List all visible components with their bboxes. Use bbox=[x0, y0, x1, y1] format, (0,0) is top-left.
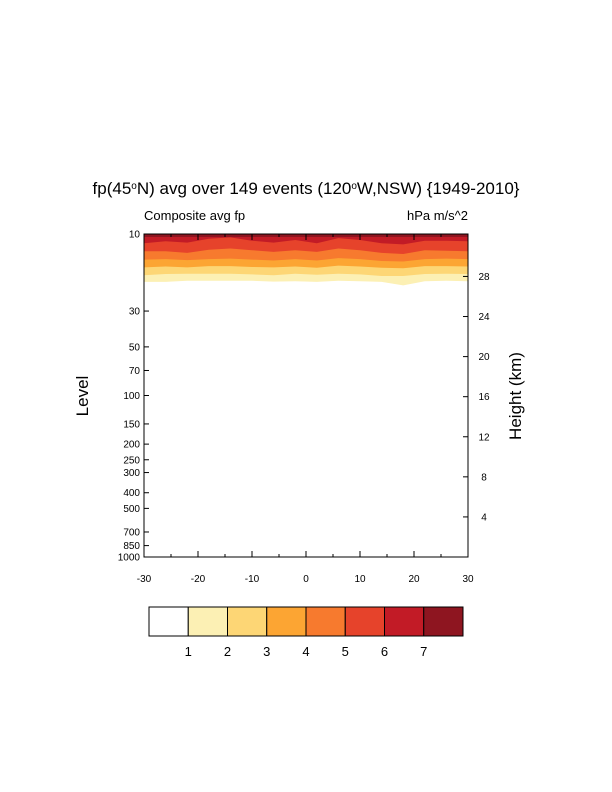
colorbar-label: 2 bbox=[224, 644, 231, 659]
colorbar-box bbox=[423, 606, 464, 637]
colorbar-box bbox=[148, 606, 189, 637]
chart-title: fp(45oN) avg over 149 events (120oW,NSW)… bbox=[93, 179, 520, 198]
left-tick-label: 30 bbox=[129, 307, 141, 318]
left-tick-label: 700 bbox=[123, 527, 140, 538]
colorbar-label: 6 bbox=[381, 644, 388, 659]
x-tick-label: -10 bbox=[245, 574, 260, 585]
axis-ticks: 1030507010015020025030040050070085010004… bbox=[118, 230, 490, 586]
right-tick-label: 24 bbox=[478, 312, 490, 323]
left-subtitle: Composite avg fp bbox=[144, 208, 245, 223]
colorbar-box bbox=[305, 606, 346, 637]
left-tick-label: 100 bbox=[123, 391, 140, 402]
right-axis-title: Height (km) bbox=[506, 352, 525, 440]
right-subtitle: hPa m/s^2 bbox=[407, 208, 468, 223]
colorbar: 1 2 3 4 5 6 7 bbox=[148, 606, 464, 659]
colorbar-box bbox=[344, 606, 385, 637]
x-tick-label: 0 bbox=[303, 574, 309, 585]
left-tick-label: 200 bbox=[123, 440, 140, 451]
colorbar-label: 3 bbox=[263, 644, 270, 659]
x-tick-label: 30 bbox=[462, 574, 474, 585]
contour-fills bbox=[144, 234, 468, 286]
x-tick-label: 10 bbox=[354, 574, 366, 585]
right-tick-label: 20 bbox=[478, 352, 490, 363]
colorbar-label: 4 bbox=[302, 644, 309, 659]
left-tick-label: 400 bbox=[123, 488, 140, 499]
right-tick-label: 8 bbox=[481, 472, 487, 483]
left-tick-label: 850 bbox=[123, 541, 140, 552]
right-tick-label: 12 bbox=[478, 432, 490, 443]
left-tick-label: 1000 bbox=[118, 553, 141, 564]
left-tick-label: 150 bbox=[123, 419, 140, 430]
left-tick-label: 300 bbox=[123, 468, 140, 479]
right-tick-label: 4 bbox=[481, 512, 487, 523]
left-tick-label: 70 bbox=[129, 366, 141, 377]
colorbar-box bbox=[187, 606, 228, 637]
left-tick-label: 250 bbox=[123, 455, 140, 466]
left-tick-label: 10 bbox=[129, 230, 141, 241]
right-tick-label: 28 bbox=[478, 272, 490, 283]
right-tick-label: 16 bbox=[478, 392, 490, 403]
colorbar-label: 7 bbox=[420, 644, 427, 659]
colorbar-label: 5 bbox=[342, 644, 349, 659]
colorbar-box bbox=[227, 606, 268, 637]
colorbar-box bbox=[266, 606, 307, 637]
x-tick-label: -20 bbox=[191, 574, 206, 585]
left-tick-label: 500 bbox=[123, 504, 140, 515]
colorbar-label: 1 bbox=[185, 644, 192, 659]
x-tick-label: -30 bbox=[137, 574, 152, 585]
left-axis-title: Level bbox=[73, 376, 92, 417]
x-tick-label: 20 bbox=[408, 574, 420, 585]
left-tick-label: 50 bbox=[129, 342, 141, 353]
colorbar-box bbox=[384, 606, 425, 637]
